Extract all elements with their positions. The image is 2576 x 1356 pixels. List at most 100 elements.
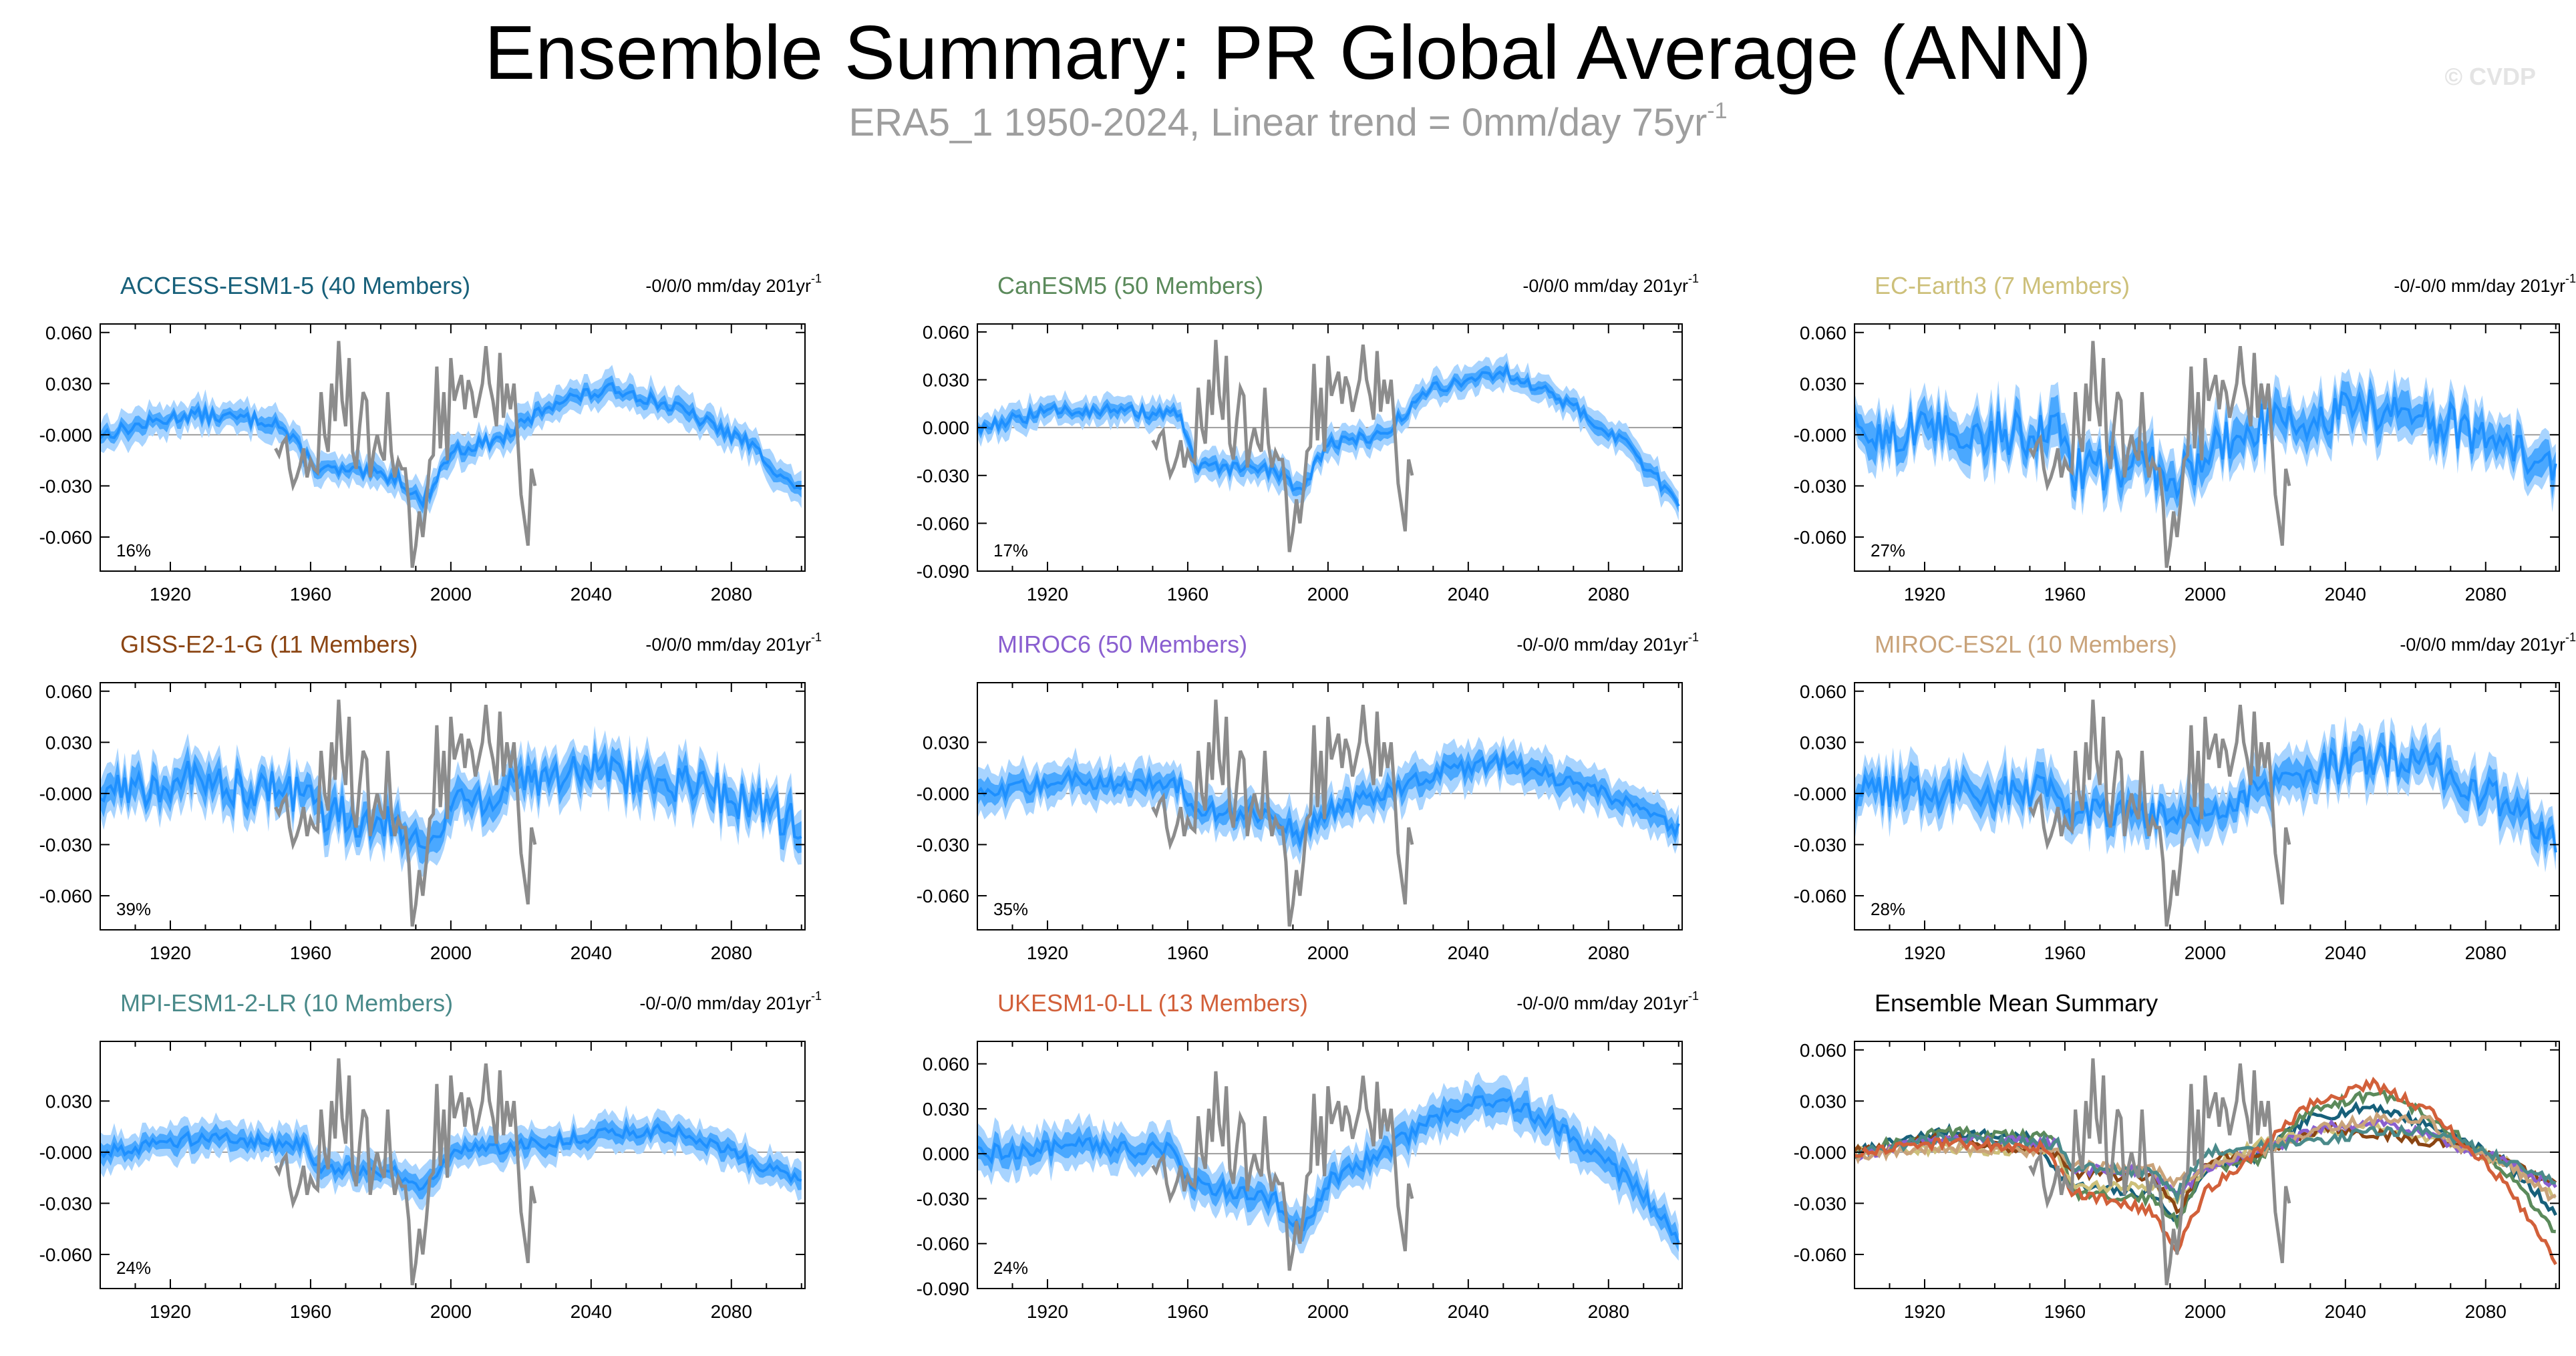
y-tick-label: -0.000	[917, 784, 969, 804]
chart-svg: 1920 1960 2000 2040 2080 0.060 0.030 -0.000 -0.0…	[1794, 681, 2560, 963]
y-tick-label: -0.060	[39, 1244, 92, 1265]
plot-frame	[100, 323, 806, 572]
x-tick-label: 1960	[290, 943, 331, 963]
x-tick-label: 1960	[2044, 943, 2086, 963]
x-tick-label: 2080	[711, 943, 752, 963]
plot-area	[100, 1058, 805, 1286]
observed-line	[2028, 1058, 2291, 1286]
x-tick-label: 1920	[1904, 1301, 1945, 1322]
inner-spread-band	[1855, 376, 2556, 509]
panel-ensemble-mean-summary: Ensemble Mean Summary 1920 1960 2000 2040 20…	[1781, 981, 2576, 1342]
panel-title: MIROC-ES2L (10 Members)	[1875, 631, 2177, 658]
x-tick-label: 2080	[2465, 584, 2507, 605]
plot-area	[100, 341, 805, 568]
y-tick-label: 0.030	[923, 370, 969, 391]
panel-title: GISS-E2-1-G (11 Members)	[120, 631, 418, 658]
y-tick-label: 0.030	[1800, 1091, 1846, 1112]
x-tick-label: 2080	[1588, 584, 1629, 605]
y-tick-label: -0.060	[1794, 886, 1846, 906]
x-tick-label: 2080	[2465, 1301, 2507, 1322]
y-tick-label: 0.060	[45, 681, 92, 702]
panel-miroc-es2l: MIROC-ES2L (10 Members) -0/0/0 mm/day 20…	[1781, 623, 2576, 983]
observed-line	[1151, 339, 1414, 552]
inner-spread-band	[1855, 729, 2556, 862]
outer-spread-band	[100, 365, 802, 524]
chart-svg: 1920 1960 2000 2040 2080 0.060 0.030 0.000 -0.03…	[917, 322, 1683, 605]
x-tick-label: 2040	[571, 1301, 612, 1322]
x-tick-label: 2040	[2325, 1301, 2366, 1322]
percent-label: 16%	[116, 540, 151, 560]
chart-svg: 1920 1960 2000 2040 2080 0.030 -0.000 -0.030 -0.…	[39, 1041, 806, 1322]
ensemble-mean-line	[1855, 389, 2557, 500]
y-tick-label: -0.090	[917, 1279, 969, 1299]
observed-line	[2028, 341, 2291, 568]
panel-trend: -0/-0/0 mm/day 201yr-1	[1516, 631, 1699, 655]
plot-area	[1855, 341, 2559, 568]
y-tick-label: 0.000	[923, 417, 969, 438]
model-mean-line	[1855, 1076, 2557, 1266]
x-tick-label: 1920	[1027, 943, 1068, 963]
panel-trend: -0/0/0 mm/day 201yr-1	[2400, 631, 2576, 655]
panel-title: CanESM5 (50 Members)	[997, 272, 1264, 299]
x-tick-label: 2000	[430, 943, 472, 963]
ensemble-mean-line	[977, 749, 1680, 848]
x-tick-label: 1920	[150, 943, 191, 963]
y-tick-label: -0.060	[39, 527, 92, 548]
x-tick-label: 2080	[711, 1301, 752, 1322]
percent-label: 17%	[993, 540, 1028, 560]
y-tick-label: -0.000	[39, 1142, 92, 1163]
x-tick-label: 1960	[2044, 1301, 2086, 1322]
panel-trend: -0/-0/0 mm/day 201yr-1	[639, 989, 822, 1014]
trend-text: -0/0/0 mm/day 201yr	[645, 635, 811, 655]
observed-line	[274, 699, 537, 927]
ensemble-mean-line	[977, 1095, 1680, 1244]
y-tick-label: -0.030	[39, 834, 92, 855]
plot-frame	[1854, 682, 2560, 930]
ensemble-mean-line	[100, 1123, 802, 1192]
y-tick-label: 0.060	[45, 323, 92, 343]
inner-spread-band	[100, 737, 802, 864]
x-tick-label: 1960	[2044, 584, 2086, 605]
y-tick-label: 0.060	[1800, 681, 1846, 702]
panel-trend: -0/0/0 mm/day 201yr-1	[645, 272, 822, 297]
chart-svg: 1920 1960 2000 2040 2080 0.060 0.030 -0.000 -0.0…	[1794, 1040, 2560, 1322]
y-tick-label: -0.030	[917, 466, 969, 486]
y-tick-label: 0.030	[45, 732, 92, 753]
y-tick-label: -0.000	[1794, 425, 1846, 446]
x-tick-label: 2080	[711, 584, 752, 605]
subtitle-text: ERA5_1 1950-2024, Linear trend = 0mm/day…	[848, 101, 1708, 144]
model-mean-line	[1855, 1124, 2556, 1205]
ensemble-mean-line	[977, 363, 1680, 507]
x-tick-label: 2040	[571, 584, 612, 605]
x-tick-label: 2040	[2325, 584, 2366, 605]
panel-miroc6: MIROC6 (50 Members) -0/-0/0 mm/day 201yr…	[904, 623, 1772, 983]
panel-title: MPI-ESM1-2-LR (10 Members)	[120, 989, 454, 1017]
trend-exponent: -1	[810, 989, 822, 1003]
x-tick-label: 2000	[2185, 1301, 2226, 1322]
trend-text: -0/-0/0 mm/day 201yr	[2394, 276, 2565, 296]
panel-title: ACCESS-ESM1-5 (40 Members)	[120, 272, 471, 299]
trend-exponent: -1	[2565, 631, 2576, 644]
panel-access-esm1-5: ACCESS-ESM1-5 (40 Members) -0/0/0 mm/day…	[27, 264, 895, 625]
panel-ec-earth3: EC-Earth3 (7 Members) -0/-0/0 mm/day 201…	[1781, 264, 2576, 625]
percent-label: 39%	[116, 899, 151, 919]
panel-mpi-esm1-2-lr: MPI-ESM1-2-LR (10 Members) -0/-0/0 mm/da…	[27, 981, 895, 1342]
y-tick-label: -0.060	[39, 886, 92, 906]
trend-text: -0/0/0 mm/day 201yr	[645, 276, 811, 296]
ensemble-mean-line	[100, 381, 802, 510]
chart-svg: 1920 1960 2000 2040 2080 0.060 0.030 -0.000 -0.0…	[39, 323, 806, 605]
y-tick-label: -0.000	[39, 784, 92, 804]
y-tick-label: -0.000	[1794, 784, 1846, 804]
x-tick-label: 1960	[1167, 584, 1209, 605]
page-title: Ensemble Summary: PR Global Average (ANN…	[484, 11, 2092, 96]
percent-label: 24%	[116, 1258, 151, 1278]
y-tick-label: 0.030	[923, 1099, 969, 1120]
model-mean-line	[1855, 1111, 2557, 1202]
panel-title: UKESM1-0-LL (13 Members)	[997, 989, 1308, 1017]
y-tick-label: 0.060	[1800, 1040, 1846, 1061]
percent-label: 35%	[993, 899, 1028, 919]
y-tick-label: 0.030	[923, 732, 969, 753]
plot-frame	[100, 682, 806, 930]
plot-frame	[1854, 323, 2560, 572]
y-tick-label: -0.030	[1794, 834, 1846, 855]
